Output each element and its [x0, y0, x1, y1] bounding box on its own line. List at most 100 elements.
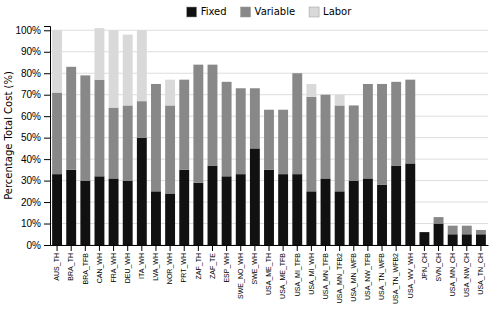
tick-label: 30% — [21, 175, 41, 186]
bar-segment — [448, 234, 458, 245]
bar-segment — [66, 66, 76, 67]
tick: USA_MI_WH — [308, 245, 316, 295]
tick-label: USA_NW_TFB — [364, 253, 372, 300]
tick: USA_MI_TFB — [293, 245, 301, 296]
bar-segment — [222, 176, 232, 245]
bar-segment — [363, 83, 373, 84]
tick-label: CAN_WH — [96, 253, 104, 283]
bar-segment — [306, 191, 316, 245]
tick: USA_TN_WFB2 — [392, 245, 400, 304]
bar-segment — [377, 84, 387, 185]
bar-segment — [52, 93, 62, 175]
tick-mark — [57, 245, 58, 251]
tick-label: 0% — [27, 240, 42, 251]
bar-segment — [476, 230, 486, 234]
bar-segment — [391, 82, 401, 166]
tick-mark — [44, 116, 50, 117]
bar-segment — [349, 105, 359, 106]
tick: USA_NW_CH — [463, 245, 471, 297]
bar-segment — [52, 174, 62, 245]
tick-mark — [297, 245, 298, 251]
tick-label: USA_MN_TFB — [322, 253, 330, 300]
bar-segment — [335, 95, 345, 106]
tick: SWE_WH — [251, 245, 259, 285]
bar-segment — [109, 108, 119, 179]
bar-segment — [179, 79, 189, 80]
tick-mark — [170, 245, 171, 251]
tick: ZAF_TH — [195, 245, 203, 279]
tick: USA_NW_TFB — [364, 245, 372, 300]
bar-segment — [80, 75, 90, 76]
bar-segment — [306, 97, 316, 191]
tick-label: PRT_WH — [180, 253, 188, 282]
tick-label: 90% — [21, 46, 41, 57]
bar-segment — [66, 67, 76, 170]
tick-mark — [367, 245, 368, 251]
tick-mark — [113, 245, 114, 251]
tick: 0% — [27, 240, 50, 251]
tick-label: 60% — [21, 111, 41, 122]
tick-label: 80% — [21, 68, 41, 79]
bar-segment — [419, 232, 429, 233]
tick-label: USA_MN_TFB2 — [336, 253, 344, 303]
bar-segment — [278, 110, 288, 174]
tick-mark — [254, 245, 255, 251]
bar-segment — [419, 232, 429, 233]
tick-label: ITA_WH — [138, 253, 146, 279]
tick: USA_MN_TFB2 — [336, 245, 344, 303]
bar-segment — [123, 105, 133, 180]
tick-label: 70% — [21, 89, 41, 100]
tick-mark — [198, 245, 199, 251]
bar-segment — [462, 234, 472, 245]
tick: ZAF_TE — [209, 245, 217, 279]
tick: NOR_WH — [166, 245, 174, 284]
tick-label: 20% — [21, 197, 41, 208]
tick: USA_WV_WH — [407, 245, 415, 298]
bar-segment — [236, 174, 246, 245]
tick: USA_MN_WFB — [350, 245, 358, 302]
tick-label: USA_MI_TFB — [293, 253, 301, 297]
tick-label: 100% — [15, 25, 41, 36]
tick-mark — [44, 181, 50, 182]
bar-segment — [250, 88, 260, 89]
bar-segment — [165, 193, 175, 245]
tick: FRA_WH — [110, 245, 118, 283]
tick-label: 10% — [21, 218, 41, 229]
tick-mark — [212, 245, 213, 251]
bar-segment — [193, 65, 203, 183]
legend-swatch — [187, 7, 197, 17]
tick-mark — [382, 245, 383, 251]
tick-mark — [44, 52, 50, 53]
bar-segment — [335, 105, 345, 191]
bar-segment — [363, 178, 373, 245]
bar-segment — [80, 181, 90, 245]
bar-segment — [391, 81, 401, 82]
tick-mark — [325, 245, 326, 251]
tick: 70% — [21, 89, 50, 100]
bar-segment — [377, 83, 387, 84]
bar-segment — [462, 225, 472, 226]
bar-segment — [448, 226, 458, 235]
bar-segment — [419, 232, 429, 245]
tick-label: AUS_TH — [53, 253, 61, 281]
bar-segment — [179, 80, 189, 170]
bar-segment — [321, 178, 331, 245]
bar-segment — [405, 80, 415, 164]
bar-segment — [292, 73, 302, 174]
tick: USA_ME_TFB — [279, 245, 287, 299]
bar-segment — [52, 30, 62, 92]
tick-label: USA_TN_WFB — [378, 253, 386, 300]
tick: SWE_NO_WH — [237, 245, 245, 299]
tick-mark — [452, 245, 453, 251]
tick-mark — [99, 245, 100, 251]
legend-swatch — [309, 7, 319, 17]
tick: USA_TN_WFB — [378, 245, 386, 300]
tick-label: USA_TN_CH — [477, 253, 485, 295]
bar-segment — [222, 82, 232, 176]
tick-label: 50% — [21, 132, 41, 143]
tick: LVA_WH — [152, 245, 160, 281]
tick-label: SVN_CH — [435, 253, 443, 281]
tick-mark — [184, 245, 185, 251]
tick: USA_ME_TH — [265, 245, 273, 295]
series — [52, 28, 344, 107]
